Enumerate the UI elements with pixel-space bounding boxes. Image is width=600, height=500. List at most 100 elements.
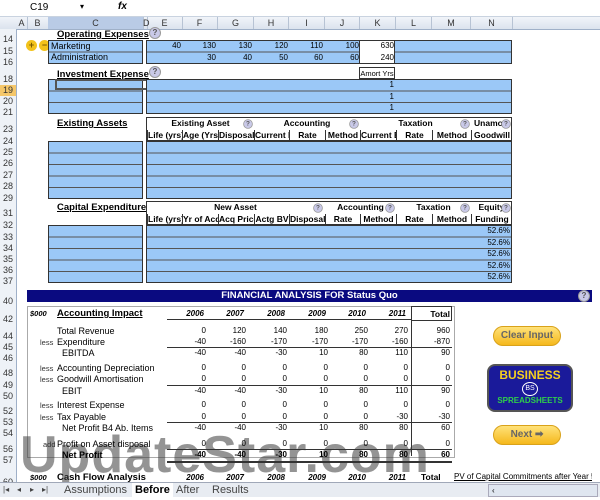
cell-value[interactable]: 100 <box>345 41 359 50</box>
formula-input[interactable] <box>130 1 595 14</box>
row-label[interactable]: Marketing <box>51 41 91 51</box>
help-icon[interactable]: ? <box>243 119 253 129</box>
row-header[interactable]: 45 <box>2 342 13 352</box>
plus-icon[interactable]: + <box>26 40 37 51</box>
column-header-J[interactable]: J <box>325 17 360 29</box>
row-header[interactable]: 29 <box>2 193 13 203</box>
column-header-F[interactable]: F <box>182 17 218 29</box>
row-header[interactable]: 50 <box>2 391 13 401</box>
column-header-D[interactable]: D <box>143 17 150 29</box>
help-icon[interactable]: ? <box>460 119 470 129</box>
row-header[interactable]: 44 <box>2 331 13 341</box>
investment-grid[interactable] <box>146 79 512 114</box>
cell-value[interactable]: 40 <box>243 52 252 62</box>
first-sheet-icon[interactable]: |◂ <box>3 485 10 494</box>
cell-value[interactable]: 40 <box>172 41 181 50</box>
amort-yrs-value[interactable]: 1 <box>389 103 394 112</box>
equity-funding-value[interactable]: 52.6% <box>487 249 510 258</box>
minus-icon[interactable]: − <box>39 40 50 51</box>
row-header[interactable]: 32 <box>2 220 13 230</box>
name-box-dropdown-icon[interactable]: ▾ <box>80 2 85 11</box>
row-header[interactable]: 34 <box>2 243 13 253</box>
help-icon[interactable]: ? <box>349 119 359 129</box>
row-header[interactable]: 31 <box>2 208 13 218</box>
name-box[interactable]: C19 <box>30 2 49 13</box>
column-header-B[interactable]: B <box>27 17 49 29</box>
operating-labels[interactable] <box>48 40 143 64</box>
row-header[interactable]: 15 <box>2 46 13 56</box>
next-sheet-icon[interactable]: ▸ <box>30 485 35 494</box>
operating-grid[interactable] <box>146 40 512 64</box>
row-header[interactable]: 26 <box>2 158 13 168</box>
row-header[interactable]: 25 <box>2 147 13 157</box>
cell-value[interactable]: 110 <box>310 41 323 50</box>
row-header[interactable]: 37 <box>2 276 13 286</box>
help-icon[interactable]: ? <box>149 27 161 39</box>
row-header[interactable]: 16 <box>2 57 13 67</box>
row-label[interactable]: Administration <box>51 52 109 62</box>
help-icon[interactable]: ? <box>149 66 161 78</box>
cell-value[interactable]: 130 <box>238 41 252 50</box>
row-header[interactable]: 28 <box>2 181 13 191</box>
next-button[interactable]: Next ➡ <box>493 425 561 445</box>
amort-yrs-value[interactable]: 1 <box>389 91 394 101</box>
tab-assumptions[interactable]: Assumptions <box>64 484 127 496</box>
row-header[interactable]: 52 <box>2 406 13 416</box>
tab-results[interactable]: Results <box>212 484 249 496</box>
existing-grid[interactable] <box>146 141 512 199</box>
scroll-left-icon[interactable]: ‹ <box>492 486 495 495</box>
row-header[interactable]: 24 <box>2 136 13 146</box>
cell-value[interactable]: 30 <box>207 52 216 62</box>
row-header[interactable]: 20 <box>2 96 13 106</box>
row-header[interactable]: 33 <box>2 232 13 242</box>
fx-icon[interactable]: fx <box>118 1 127 12</box>
business-spreadsheets-logo[interactable]: BUSINESS BS SPREADSHEETS <box>487 364 573 412</box>
row-header[interactable]: 18 <box>2 74 13 84</box>
column-header-K[interactable]: K <box>360 17 396 29</box>
column-header-H[interactable]: H <box>254 17 289 29</box>
help-icon[interactable]: ? <box>460 203 470 213</box>
help-icon[interactable]: ? <box>578 290 590 302</box>
capex-labels[interactable] <box>48 225 143 283</box>
row-header[interactable]: 53 <box>2 417 13 427</box>
cell-value[interactable]: 120 <box>274 41 288 50</box>
column-header-I[interactable]: I <box>289 17 325 29</box>
row-header[interactable]: 27 <box>2 170 13 180</box>
column-header-N[interactable]: N <box>471 17 513 29</box>
row-header[interactable]: 57 <box>2 455 13 465</box>
column-header-G[interactable]: G <box>218 17 254 29</box>
row-header[interactable]: 42 <box>2 314 13 324</box>
prev-sheet-icon[interactable]: ◂ <box>17 485 22 494</box>
row-header[interactable]: 49 <box>2 380 13 390</box>
investment-labels[interactable] <box>48 79 143 114</box>
row-header[interactable]: 23 <box>2 124 13 134</box>
row-header[interactable]: 48 <box>2 368 13 378</box>
help-icon[interactable]: ? <box>501 203 511 213</box>
tab-before[interactable]: Before <box>132 483 173 497</box>
last-sheet-icon[interactable]: ▸| <box>42 485 49 494</box>
equity-funding-value[interactable]: 52.6% <box>487 272 510 281</box>
equity-funding-value[interactable]: 52.6% <box>487 226 510 235</box>
help-icon[interactable]: ? <box>501 119 511 129</box>
row-header[interactable]: 46 <box>2 353 13 363</box>
cell-value[interactable]: 130 <box>202 41 216 50</box>
existing-labels[interactable] <box>48 141 143 199</box>
help-icon[interactable]: ? <box>313 203 323 213</box>
equity-funding-value[interactable]: 52.6% <box>487 260 510 270</box>
column-header-M[interactable]: M <box>432 17 471 29</box>
capex-grid[interactable] <box>146 225 512 283</box>
amort-yrs-value[interactable]: 1 <box>389 80 394 89</box>
cell-value[interactable]: 60 <box>314 52 323 62</box>
row-header[interactable]: 36 <box>2 265 13 275</box>
row-header[interactable]: 14 <box>2 34 13 44</box>
equity-funding-value[interactable]: 52.6% <box>487 237 510 247</box>
row-header[interactable]: 56 <box>2 444 13 454</box>
row-header[interactable]: 40 <box>2 296 13 306</box>
column-header-C[interactable]: C <box>48 17 144 29</box>
row-header[interactable]: 19 <box>0 85 16 96</box>
column-header-E[interactable]: E <box>147 17 183 29</box>
cell-value[interactable]: 60 <box>350 52 359 62</box>
clear-input-button[interactable]: Clear Input <box>493 326 561 346</box>
column-header-A[interactable]: A <box>16 17 28 29</box>
column-header-L[interactable]: L <box>396 17 432 29</box>
